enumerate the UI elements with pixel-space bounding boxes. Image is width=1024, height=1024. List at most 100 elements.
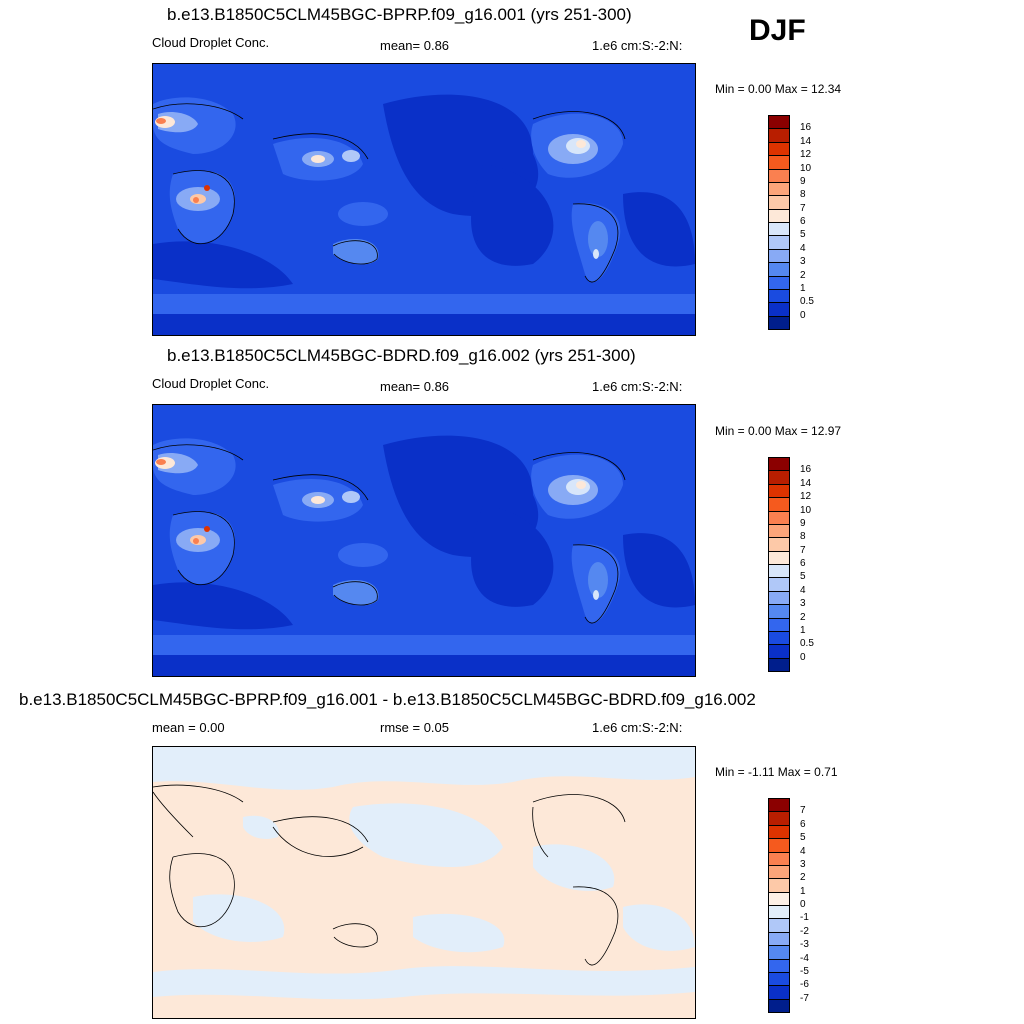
panel-3-colorbar-box [768, 905, 790, 920]
panel-3-colorbar-label: 6 [800, 818, 806, 830]
panel-1-colorbar-box [768, 141, 790, 157]
panel-2-variable-label: Cloud Droplet Conc. [152, 376, 270, 391]
panel-1-colorbar-label: 9 [800, 175, 806, 187]
panel-2-colorbar-box [768, 630, 790, 646]
panel-3-mean: mean = 0.00 [152, 720, 225, 735]
panel-3-colorbar-box [768, 931, 790, 947]
panel-1-colorbar-box [768, 302, 790, 317]
panel-3-colorbar-box [768, 798, 790, 813]
panel-1-colorbar-label: 6 [800, 216, 806, 227]
panel-3-colorbar-box [768, 985, 790, 1000]
panel-1-units: 1.e6 cm:S:-2:N: [592, 38, 683, 53]
panel-1-colorbar-label: 4 [800, 242, 806, 254]
panel-2-colorbar-label: 9 [800, 517, 806, 529]
panel-1-colorbar-box [768, 315, 790, 330]
panel-2-colorbar-box [768, 510, 790, 525]
panel-3-rmse: rmse = 0.05 [380, 720, 450, 735]
panel-2-colorbar-box [768, 550, 790, 565]
panel-3-units: 1.e6 cm:S:-2:N: [592, 720, 683, 735]
panel-2-mean: mean= 0.86 [380, 379, 450, 394]
panel-1-colorbar-box [768, 248, 790, 264]
panel-1-colorbar-box [768, 275, 790, 290]
panel-2-title: b.e13.B1850C5CLM45BGC-BDRD.f09_g16.002 (… [167, 346, 636, 365]
panel-3-colorbar-label: 3 [800, 858, 806, 870]
panel-1-map [152, 63, 696, 336]
panel-2-colorbar-box [768, 590, 790, 606]
panel-2-colorbar-box [768, 537, 790, 552]
panel-1-variable-label: Cloud Droplet Conc. [152, 35, 270, 50]
panel-3-colorbar-box [768, 891, 790, 906]
panel-2-colorbar-box [768, 497, 790, 512]
panel-2-colorbar-box [768, 483, 790, 499]
panel-3-title: b.e13.B1850C5CLM45BGC-BPRP.f09_g16.001 -… [19, 690, 756, 709]
panel-1-colorbar: 16 14 12 10 9 8 7 6 5 4 3 2 1 0.5 0 [768, 115, 814, 330]
panel-1-title: b.e13.B1850C5CLM45BGC-BPRP.f09_g16.001 (… [167, 5, 632, 24]
panel-1-colorbar-label: 5 [800, 229, 806, 241]
panel-2-colorbar-label: 6 [800, 558, 806, 569]
panel-2-colorbar-label: 4 [800, 584, 806, 596]
panel-1-colorbar-box [768, 195, 790, 210]
panel-3-colorbar-label: -6 [800, 979, 809, 991]
panel-2-colorbar-label: 0 [800, 651, 806, 663]
panel-2-colorbar-box [768, 617, 790, 632]
panel-3-colorbar-label: -7 [800, 992, 809, 1004]
panel-1-colorbar-label: 14 [800, 135, 812, 147]
panel-3-colorbar-box [768, 851, 790, 866]
panel-3-colorbar-label: -5 [800, 965, 809, 977]
panel-2-colorbar-label: 3 [800, 598, 806, 610]
panel-3-colorbar-label: 1 [800, 885, 806, 897]
panel-2-units: 1.e6 cm:S:-2:N: [592, 379, 683, 394]
season-label: DJF [749, 14, 806, 47]
panel-2-field [153, 405, 695, 676]
panel-1-colorbar-box [768, 262, 790, 277]
panel-1-colorbar-label: 7 [800, 202, 806, 214]
panel-3-colorbar-box [768, 878, 790, 893]
panel-1-colorbar-label: 0.5 [800, 296, 814, 308]
panel-3-colorbar-label: -3 [800, 939, 809, 951]
panel-2-colorbar-box [768, 523, 790, 539]
panel-2-colorbar-box [768, 577, 790, 592]
panel-1-colorbar-box [768, 222, 790, 237]
panel-2-colorbar-label: 12 [800, 491, 812, 503]
panel-1-mean: mean= 0.86 [380, 38, 450, 53]
panel-3-map [152, 746, 696, 1019]
panel-1-colorbar-label: 8 [800, 189, 806, 201]
panel-2-colorbar-box [768, 457, 790, 472]
panel-1-colorbar-box [768, 128, 790, 143]
panel-1-colorbar-label: 1 [800, 282, 806, 294]
panel-3-colorbar-label: 0 [800, 899, 806, 910]
panel-3-colorbar-label: -4 [800, 952, 809, 964]
panel-1-minmax: Min = 0.00 Max = 12.34 [715, 82, 842, 96]
panel-2-colorbar-label: 8 [800, 531, 806, 543]
panel-1-colorbar-label: 0 [800, 309, 806, 321]
panel-1-colorbar-label: 2 [800, 269, 806, 281]
panel-2-colorbar-label: 2 [800, 611, 806, 623]
panel-2-map [152, 404, 696, 677]
panel-1-colorbar-box [768, 155, 790, 170]
panel-1-colorbar-label: 12 [800, 149, 812, 161]
panel-3-colorbar-label: 2 [800, 872, 806, 884]
panel-1-colorbar-label: 10 [800, 162, 812, 174]
panel-1-colorbar-box [768, 288, 790, 304]
panel-3-colorbar-box [768, 998, 790, 1013]
panel-2-colorbar-box [768, 564, 790, 579]
panel-1-field [153, 64, 695, 335]
panel-1-colorbar-box [768, 115, 790, 130]
panel-2-colorbar-label: 16 [800, 464, 812, 476]
panel-2-colorbar: 16 14 12 10 9 8 7 6 5 4 3 2 1 0.5 0 [768, 457, 814, 672]
panel-1-colorbar-label: 16 [800, 122, 812, 134]
panel-3-colorbar-box [768, 958, 790, 973]
panel-2-colorbar-box [768, 604, 790, 619]
panel-2-colorbar-label: 10 [800, 504, 812, 516]
panel-3-minmax: Min = -1.11 Max = 0.71 [715, 765, 838, 779]
panel-3-colorbar: 7 6 5 4 3 2 1 0 -1 -2 -3 -4 -5 -6 -7 [768, 798, 809, 1013]
panel-1-colorbar-box [768, 235, 790, 250]
panel-2-colorbar-label: 0.5 [800, 638, 814, 650]
panel-3-colorbar-label: -2 [800, 925, 809, 937]
panel-3-colorbar-box [768, 838, 790, 853]
panel-3-colorbar-label: 7 [800, 805, 806, 817]
panel-3-field [153, 747, 695, 1018]
panel-2-colorbar-box [768, 657, 790, 672]
panel-1-colorbar-box [768, 181, 790, 197]
panel-3-colorbar-box [768, 945, 790, 960]
